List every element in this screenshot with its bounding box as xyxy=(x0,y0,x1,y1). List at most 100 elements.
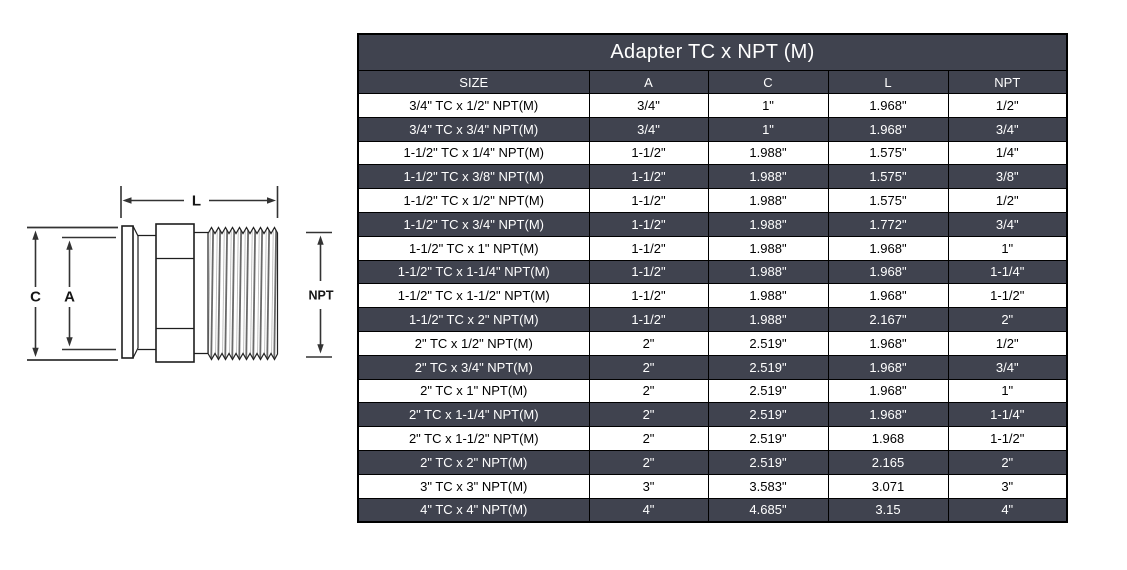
table-cell: 2.519" xyxy=(707,426,829,451)
column-header-a: A xyxy=(588,70,709,94)
table-cell: 1-1/2" TC x 1/4" NPT(M) xyxy=(357,140,590,166)
table-cell: 1.968" xyxy=(827,402,949,428)
dimension-l: L xyxy=(120,186,279,218)
table-cell: 1-1/2" TC x 3/4" NPT(M) xyxy=(357,211,590,237)
table-row: 1-1/2" TC x 1-1/2" NPT(M) 1-1/2" 1.988" 1.9… xyxy=(357,283,1068,309)
table-cell: 1-1/2" xyxy=(588,164,709,190)
table-cell: 1-1/2" xyxy=(588,283,709,309)
table-row: 2" TC x 1/2" NPT(M) 2" 2.519" 1.968" 1/2" xyxy=(357,330,1068,356)
table-cell: 1/2" xyxy=(947,188,1068,213)
table-cell: 1.988" xyxy=(707,235,829,261)
dimension-a: A xyxy=(62,236,116,351)
table-title: Adapter TC x NPT (M) xyxy=(357,33,1068,71)
table-row: 2" TC x 1-1/2" NPT(M) 2" 2.519" 1.968 1-1/2" xyxy=(357,426,1068,451)
table-cell: 2.519" xyxy=(707,354,829,380)
table-cell: 1" xyxy=(707,93,829,118)
column-header-npt: NPT xyxy=(947,70,1068,94)
table-cell: 1-1/4" xyxy=(947,259,1068,285)
arrow-down-icon xyxy=(32,347,39,357)
table-cell: 1.988" xyxy=(707,259,829,285)
table-cell: 1-1/2" TC x 2" NPT(M) xyxy=(357,307,590,332)
table-header-row: SIZE A C L NPT xyxy=(357,70,1068,94)
table-cell: 1.968" xyxy=(827,259,949,285)
table-cell: 3/4" xyxy=(947,211,1068,237)
arrow-down-icon xyxy=(66,337,73,347)
table-cell: 2.519" xyxy=(707,330,829,356)
table-cell: 2" TC x 1/2" NPT(M) xyxy=(357,330,590,356)
table-cell: 3/4" xyxy=(947,116,1068,142)
table-cell: 1.968" xyxy=(827,235,949,261)
table-cell: 2" xyxy=(588,402,709,428)
table-cell: 3.583" xyxy=(707,473,829,499)
table-cell: 1.575" xyxy=(827,164,949,190)
table-cell: 1-1/2" TC x 3/8" NPT(M) xyxy=(357,164,590,190)
table-cell: 1.988" xyxy=(707,140,829,166)
table-cell: 4" TC x 4" NPT(M) xyxy=(357,497,590,523)
table-cell: 1-1/2" TC x 1" NPT(M) xyxy=(357,235,590,261)
table-row: 2" TC x 1-1/4" NPT(M) 2" 2.519" 1.968" 1-1/4… xyxy=(357,402,1068,428)
table-row: 2" TC x 1" NPT(M) 2" 2.519" 1.968" 1" xyxy=(357,378,1068,404)
column-header-c: C xyxy=(707,70,829,94)
table-cell: 2" xyxy=(588,426,709,451)
label-C: C xyxy=(30,289,41,306)
table-cell: 2" xyxy=(588,330,709,356)
table-row: 3/4" TC x 3/4" NPT(M) 3/4" 1" 1.968" 3/4" xyxy=(357,116,1068,142)
npt-threads xyxy=(207,226,279,361)
arrow-up-icon xyxy=(317,235,324,245)
table-cell: 2" xyxy=(588,378,709,404)
column-header-l: L xyxy=(827,70,949,94)
shoulder xyxy=(194,231,208,355)
table-cell: 1-1/2" TC x 1-1/4" NPT(M) xyxy=(357,259,590,285)
dimension-npt: NPT xyxy=(306,231,334,358)
table-cell: 3/4" TC x 3/4" NPT(M) xyxy=(357,116,590,142)
table-cell: 1.772" xyxy=(827,211,949,237)
spec-table-body: 3/4" TC x 1/2" NPT(M) 3/4" 1" 1.968" 1/2" 3/4… xyxy=(357,93,1068,523)
table-title-row: Adapter TC x NPT (M) xyxy=(357,33,1068,71)
table-cell: 1-1/2" xyxy=(588,259,709,285)
table-cell: 2" TC x 1-1/4" NPT(M) xyxy=(357,402,590,428)
table-cell: 3.15 xyxy=(827,497,949,523)
table-cell: 1.988" xyxy=(707,307,829,332)
table-cell: 1.968" xyxy=(827,330,949,356)
arrow-up-icon xyxy=(66,240,73,250)
table-row: 1-1/2" TC x 3/8" NPT(M) 1-1/2" 1.988" 1.575… xyxy=(357,164,1068,190)
table-cell: 1-1/2" TC x 1/2" NPT(M) xyxy=(357,188,590,213)
table-cell: 2.165 xyxy=(827,449,949,475)
table-cell: 1.968 xyxy=(827,426,949,451)
table-cell: 1-1/2" xyxy=(947,283,1068,309)
table-row: 4" TC x 4" NPT(M) 4" 4.685" 3.15 4" xyxy=(357,497,1068,523)
table-cell: 1-1/2" xyxy=(588,235,709,261)
tc-flange xyxy=(121,225,139,359)
column-header-size: SIZE xyxy=(357,70,590,94)
table-cell: 1/4" xyxy=(947,140,1068,166)
table-cell: 1-1/2" xyxy=(588,188,709,213)
table-cell: 4.685" xyxy=(707,497,829,523)
table-cell: 4" xyxy=(947,497,1068,523)
table-cell: 3" xyxy=(588,473,709,499)
neck xyxy=(138,234,156,351)
table-cell: 3.071 xyxy=(827,473,949,499)
table-cell: 1.988" xyxy=(707,188,829,213)
table-cell: 1/2" xyxy=(947,330,1068,356)
table-row: 1-1/2" TC x 1/2" NPT(M) 1-1/2" 1.988" 1.575… xyxy=(357,188,1068,213)
table-cell: 1" xyxy=(947,378,1068,404)
table-row: 2" TC x 3/4" NPT(M) 2" 2.519" 1.968" 3/4" xyxy=(357,354,1068,380)
arrow-up-icon xyxy=(32,230,39,240)
hex-body xyxy=(155,223,195,363)
table-cell: 1" xyxy=(947,235,1068,261)
table-cell: 1.988" xyxy=(707,211,829,237)
table-cell: 1" xyxy=(707,116,829,142)
table-cell: 1.968" xyxy=(827,354,949,380)
table-cell: 2" TC x 2" NPT(M) xyxy=(357,449,590,475)
label-L: L xyxy=(192,193,201,210)
table-cell: 2" TC x 3/4" NPT(M) xyxy=(357,354,590,380)
table-cell: 1.575" xyxy=(827,188,949,213)
arrow-left-icon xyxy=(122,197,132,204)
table-row: 3" TC x 3" NPT(M) 3" 3.583" 3.071 3" xyxy=(357,473,1068,499)
table-cell: 3" xyxy=(947,473,1068,499)
table-cell: 1.968" xyxy=(827,116,949,142)
fitting-drawing xyxy=(121,223,279,363)
table-cell: 1/2" xyxy=(947,93,1068,118)
table-cell: 4" xyxy=(588,497,709,523)
table-cell: 1-1/2" xyxy=(947,426,1068,451)
